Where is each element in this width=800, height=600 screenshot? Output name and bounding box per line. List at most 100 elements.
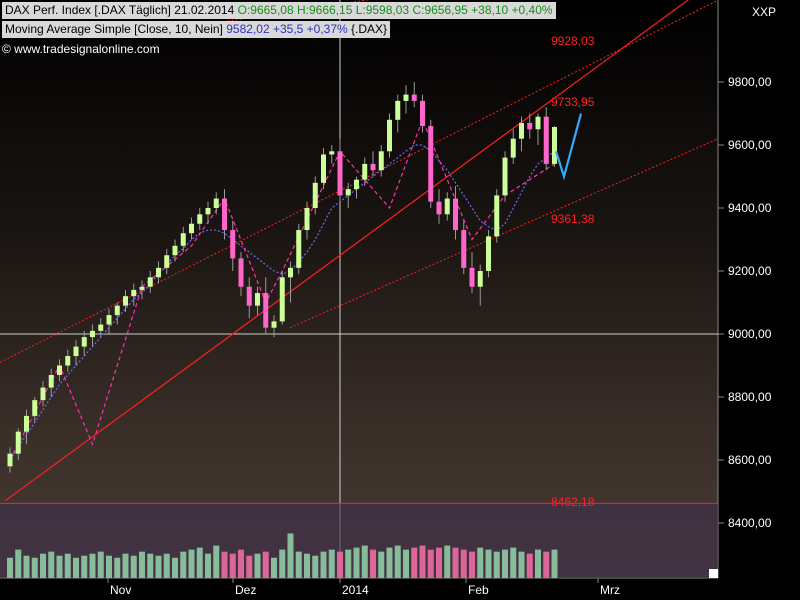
candle-body	[197, 214, 203, 224]
level-label: 9361,38	[551, 212, 595, 227]
candle-body	[172, 245, 178, 256]
volume-bar	[543, 551, 550, 578]
volume-bar	[238, 549, 244, 578]
volume-bar	[510, 547, 517, 578]
volume-bar	[518, 551, 525, 578]
candle-body	[106, 315, 112, 325]
level-label: 9928,03	[551, 33, 595, 48]
volume-bar	[15, 549, 22, 578]
candle-body	[486, 236, 491, 271]
y-tick-label: 8800,00	[728, 390, 772, 404]
x-tick-label: Dez	[235, 583, 257, 597]
volume-bar	[196, 547, 203, 578]
volume-bar	[89, 553, 96, 578]
candle-body	[156, 267, 161, 278]
candle-body	[436, 201, 442, 215]
volume-bar	[427, 549, 434, 578]
y-tick-label: 8600,00	[728, 453, 772, 467]
candle-body	[48, 374, 54, 388]
volume-bar	[337, 551, 343, 578]
candle-body	[552, 127, 557, 164]
volume-bar	[172, 557, 178, 578]
candle-body	[98, 324, 104, 331]
volume-bar	[262, 551, 269, 578]
candle-body	[164, 255, 170, 268]
candle-body	[180, 233, 186, 246]
candle-body	[40, 387, 46, 401]
candle-body	[147, 277, 153, 287]
volume-bar	[271, 557, 277, 578]
volume-bar	[97, 551, 104, 578]
x-tick-label: Feb	[468, 583, 489, 597]
candle-body	[543, 116, 549, 164]
indicator-value: 9582,02 +35,5 +0,37%	[226, 22, 352, 36]
volume-bar	[295, 551, 302, 578]
volume-bar	[477, 547, 484, 578]
volume-bar	[287, 533, 294, 578]
volume-bar	[31, 557, 38, 578]
exchange-label: XXP	[752, 5, 777, 19]
volume-bar	[502, 549, 508, 578]
volume-bar	[163, 553, 170, 578]
y-tick-label: 9600,00	[728, 138, 772, 152]
candle-body	[123, 296, 128, 306]
symbol-name: DAX Perf. Index [.DAX Täglich]	[5, 3, 171, 17]
volume-bar	[155, 555, 162, 578]
candle-body	[510, 138, 516, 158]
indicator-header[interactable]: Moving Average Simple [Close, 10, Nein] …	[2, 21, 391, 38]
volume-bar	[551, 549, 558, 578]
volume-bar	[444, 545, 451, 578]
candle-body	[329, 151, 335, 155]
volume-bar	[7, 557, 13, 578]
candle-body	[7, 453, 13, 467]
volume-bar	[229, 553, 236, 578]
symbol-header[interactable]: DAX Perf. Index [.DAX Täglich] 21.02.201…	[2, 2, 556, 19]
candle-body	[370, 163, 376, 171]
candle-body	[131, 289, 137, 297]
candle-body	[222, 198, 227, 231]
level-label: 8462,18	[551, 495, 595, 510]
volume-bar	[436, 547, 442, 578]
candle-body	[387, 119, 392, 152]
candle-body	[362, 163, 368, 180]
candle-body	[321, 154, 326, 183]
volume-bar	[320, 551, 327, 578]
candle-body	[469, 267, 475, 287]
candle-body	[213, 198, 219, 208]
volume-bar	[114, 557, 121, 578]
candle-body	[420, 100, 425, 127]
resize-handle[interactable]	[709, 569, 718, 578]
volume-bar	[353, 547, 360, 578]
candle-body	[312, 182, 318, 208]
volume-bar	[106, 555, 112, 578]
y-tick-label: 9800,00	[728, 75, 772, 89]
candle-body	[403, 94, 409, 101]
regression-line	[4, 0, 690, 502]
volume-bar	[312, 555, 319, 578]
volume-bar	[122, 553, 129, 578]
candle-body	[535, 116, 541, 130]
volume-bar	[221, 551, 228, 578]
candle-body	[81, 337, 87, 347]
candle-body	[502, 157, 508, 196]
candle-body	[395, 100, 401, 120]
volume-bar	[469, 551, 475, 578]
quote-date: 21.02.2014	[174, 3, 235, 17]
volume-bar	[23, 555, 30, 578]
volume-bar	[188, 549, 195, 578]
candle-body	[444, 198, 450, 215]
candle-body	[411, 94, 417, 101]
volume-bar	[246, 555, 253, 578]
candle-body	[230, 230, 236, 259]
watermark: © www.tradesignalonline.com	[2, 42, 160, 56]
x-axis-area	[0, 578, 718, 600]
volume-bar	[419, 545, 426, 578]
candle-body	[527, 122, 533, 130]
volume-bar	[130, 555, 137, 578]
volume-bar	[526, 553, 533, 578]
volume-bar	[48, 551, 55, 578]
candle-body	[263, 293, 269, 328]
volume-bar	[328, 549, 335, 578]
y-tick-label: 9000,00	[728, 327, 772, 341]
